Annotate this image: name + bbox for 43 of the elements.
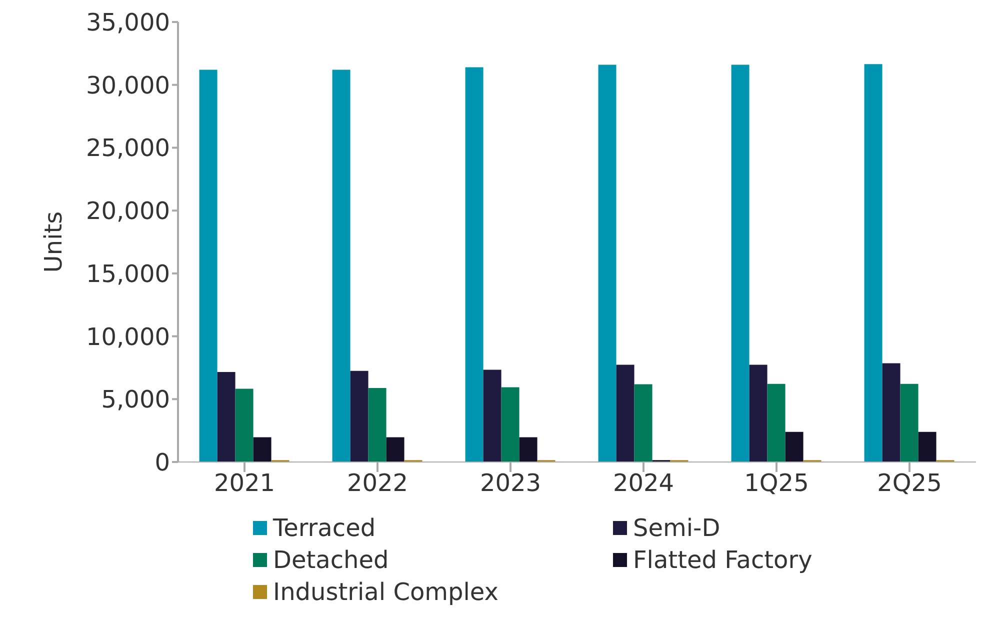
bar bbox=[519, 437, 538, 462]
bar bbox=[864, 64, 882, 462]
y-tick-label: 20,000 bbox=[86, 197, 170, 226]
bar bbox=[235, 388, 254, 462]
x-tick-label: 2Q25 bbox=[877, 469, 942, 498]
y-tick-label: 35,000 bbox=[86, 8, 170, 37]
bar bbox=[731, 64, 750, 462]
bar bbox=[616, 364, 634, 462]
bar bbox=[332, 70, 350, 462]
y-tick-label: 10,000 bbox=[86, 322, 170, 351]
bar bbox=[634, 384, 652, 462]
bar bbox=[767, 384, 786, 462]
bar bbox=[785, 432, 804, 462]
bar bbox=[501, 387, 520, 462]
x-tick-label: 2022 bbox=[346, 469, 408, 498]
x-tick-label: 2024 bbox=[612, 469, 674, 498]
y-tick-label: 25,000 bbox=[86, 134, 170, 162]
bar bbox=[253, 437, 272, 462]
bar bbox=[918, 432, 936, 462]
bar bbox=[350, 370, 368, 462]
bar bbox=[465, 67, 484, 462]
bar bbox=[882, 363, 900, 462]
x-tick-label: 2021 bbox=[214, 469, 276, 498]
legend-label: Terraced bbox=[273, 514, 376, 542]
legend-label: Semi-D bbox=[633, 514, 720, 542]
bar bbox=[368, 388, 386, 462]
y-tick-label: 30,000 bbox=[86, 71, 170, 100]
legend-label: Detached bbox=[273, 546, 389, 574]
y-tick-label: 5,000 bbox=[101, 386, 170, 414]
bar bbox=[598, 64, 616, 462]
legend-label: Industrial Complex bbox=[273, 578, 498, 606]
y-tick-label: 15,000 bbox=[86, 260, 170, 288]
bar bbox=[386, 437, 404, 462]
legend-label: Flatted Factory bbox=[633, 546, 812, 574]
y-tick-label: 0 bbox=[154, 448, 170, 477]
x-tick-label: 2023 bbox=[480, 469, 542, 498]
y-axis-title: Units bbox=[40, 211, 68, 273]
bar bbox=[483, 370, 502, 462]
x-tick-label: 1Q25 bbox=[744, 469, 809, 498]
bar bbox=[199, 70, 218, 462]
bar bbox=[749, 364, 768, 462]
bar bbox=[900, 384, 918, 462]
bar bbox=[217, 372, 236, 462]
